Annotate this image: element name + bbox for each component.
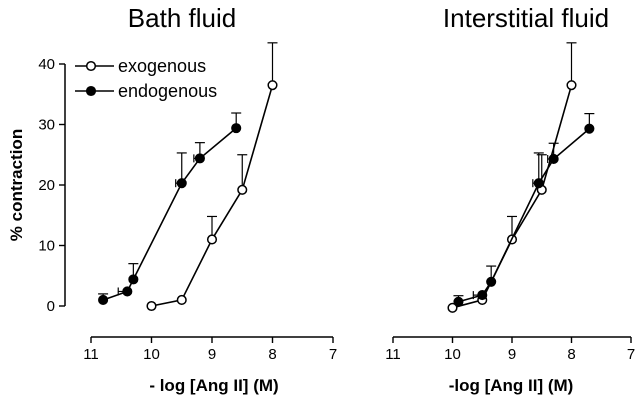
- data-point-endogenous: [176, 178, 187, 189]
- panel-title: Bath fluid: [128, 3, 236, 33]
- series-line-exogenous: [151, 84, 274, 307]
- legend-marker-endogenous: [85, 85, 97, 97]
- x-tick-label: 10: [444, 346, 461, 363]
- x-tick-label: 7: [627, 346, 635, 363]
- data-point-endogenous: [584, 123, 595, 134]
- data-point-endogenous: [128, 274, 139, 285]
- panel-title: Interstitial fluid: [443, 3, 609, 33]
- data-point-endogenous: [122, 286, 133, 297]
- y-tick-label: 0: [47, 298, 55, 315]
- data-point-exogenous: [176, 294, 187, 306]
- data-point-endogenous: [231, 123, 242, 134]
- data-point-endogenous: [98, 294, 109, 306]
- x-tick-label: 11: [385, 346, 401, 363]
- x-axis-label: -log [Ang II] (M): [449, 376, 574, 395]
- data-point-endogenous: [194, 153, 205, 164]
- data-point-exogenous: [237, 184, 248, 195]
- data-point-endogenous: [533, 178, 544, 189]
- y-tick-label: 20: [38, 177, 55, 194]
- data-point-endogenous: [477, 290, 488, 301]
- data-point-exogenous: [566, 80, 577, 91]
- x-axis-label: - log [Ang II] (M): [149, 376, 278, 395]
- series-line-endogenous: [102, 127, 237, 301]
- x-tick-label: 9: [508, 346, 516, 363]
- data-point-exogenous: [267, 80, 278, 91]
- x-tick-label: 8: [567, 346, 575, 363]
- y-axis-label: % contraction: [7, 129, 26, 241]
- x-tick-label: 8: [268, 346, 276, 363]
- legend-marker-exogenous: [85, 60, 97, 72]
- data-point-exogenous: [146, 300, 157, 312]
- data-point-endogenous: [486, 276, 497, 287]
- legend-label-exogenous: exogenous: [118, 56, 206, 76]
- y-tick-label: 40: [38, 56, 55, 73]
- x-tick-label: 11: [83, 346, 99, 363]
- panel-interstitial-fluid: Interstitial fluid -log [Ang II] (M) 11 1…: [385, 3, 635, 395]
- x-tick-label: 9: [208, 346, 216, 363]
- y-tick-label: 30: [38, 117, 55, 134]
- legend-label-endogenous: endogenous: [118, 81, 217, 101]
- series-line-exogenous: [452, 84, 573, 309]
- panel-bath-fluid: Bath fluid % contraction - log [Ang II] …: [7, 3, 337, 395]
- y-tick-label: 10: [38, 238, 55, 255]
- data-point-exogenous: [447, 302, 458, 313]
- data-point-endogenous: [453, 296, 464, 307]
- series-line-endogenous: [458, 128, 590, 303]
- data-point-endogenous: [548, 153, 559, 165]
- x-tick-label: 7: [329, 346, 337, 363]
- x-tick-label: 10: [143, 346, 160, 363]
- data-point-exogenous: [206, 234, 218, 245]
